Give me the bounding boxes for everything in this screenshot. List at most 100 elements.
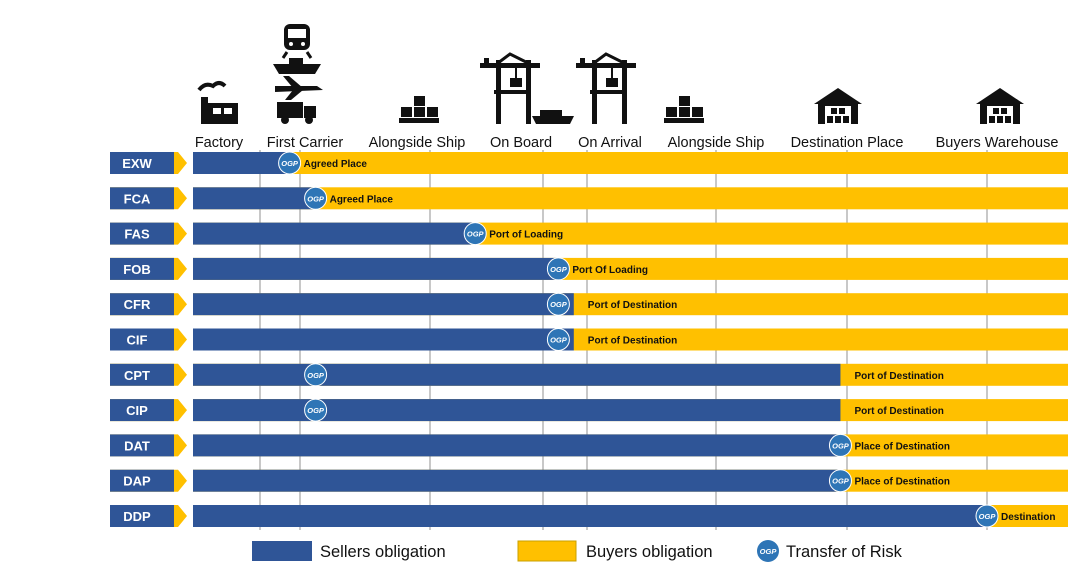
incoterm-code: CPT xyxy=(124,368,150,383)
seller-bar xyxy=(193,152,290,174)
code-box xyxy=(110,222,174,245)
incoterm-code: DDP xyxy=(123,509,151,524)
badge-text: OGP xyxy=(281,159,299,168)
incoterm-row: FCA OGP Agreed Place xyxy=(110,186,1068,210)
transfer-of-risk-badge: OGP xyxy=(546,328,570,351)
incoterm-row: FAS OGP Port of Loading xyxy=(110,222,1068,246)
badge-text: OGP xyxy=(979,512,997,521)
stage-header: Alongside Ship xyxy=(369,135,466,151)
seller-bar xyxy=(193,469,841,492)
delivery-place: Place of Destination xyxy=(854,441,950,452)
incoterm-code: CIP xyxy=(126,403,148,418)
code-box xyxy=(110,152,174,174)
legend-risk-badge: OGP xyxy=(757,540,779,562)
badge-text: OGP xyxy=(307,371,325,380)
code-box xyxy=(110,505,174,527)
incoterm-row: DDP OGP Destination xyxy=(110,504,1068,528)
delivery-place: Agreed Place xyxy=(330,194,394,205)
incoterm-row: FOB OGP Port Of Loading xyxy=(110,257,1068,281)
transfer-of-risk-badge: OGP xyxy=(546,292,570,316)
legend-sellers-label: Sellers obligation xyxy=(320,543,446,561)
cargo-boxes-icon xyxy=(664,96,704,123)
buyer-bar xyxy=(193,187,1068,210)
warehouse-icon xyxy=(976,88,1024,124)
stage-icons xyxy=(197,24,1024,124)
transfer-of-risk-badge: OGP xyxy=(304,186,328,210)
badge-text: OGP xyxy=(550,336,568,345)
cargo-boxes-icon xyxy=(399,96,439,123)
incoterm-code: FAS xyxy=(124,227,150,242)
delivery-place: Port of Destination xyxy=(854,406,943,417)
code-box xyxy=(110,328,174,351)
incoterm-code: EXW xyxy=(122,156,152,171)
delivery-place: Destination xyxy=(1001,512,1055,523)
seller-bar xyxy=(193,505,987,527)
factory-icon xyxy=(197,81,238,124)
incoterm-row: CIF OGP Port of Destination xyxy=(110,328,1068,351)
transfer-of-risk-badge: OGP xyxy=(975,504,999,528)
legend: Sellers obligation Buyers obligation OGP Tr… xyxy=(252,540,903,562)
seller-bar xyxy=(193,399,841,422)
incoterm-code: DAT xyxy=(124,438,150,453)
incoterm-row: CFR OGP Port of Destination xyxy=(110,292,1068,316)
seller-bar xyxy=(193,222,476,245)
delivery-place: Port Of Loading xyxy=(572,265,648,276)
crane-ship-icon xyxy=(480,52,574,124)
code-box xyxy=(110,187,174,210)
seller-bar xyxy=(193,293,574,316)
stage-header: Destination Place xyxy=(791,135,904,151)
badge-text: OGP xyxy=(760,547,778,556)
badge-text: OGP xyxy=(550,300,568,309)
badge-text: OGP xyxy=(467,230,485,239)
seller-bar xyxy=(193,257,559,280)
code-box xyxy=(110,399,174,422)
badge-text: OGP xyxy=(832,477,850,486)
train-ship-plane-truck-icon xyxy=(273,24,323,124)
incoterm-code: CFR xyxy=(124,297,151,312)
delivery-place: Port of Destination xyxy=(588,300,677,311)
transfer-of-risk-badge: OGP xyxy=(463,222,487,246)
delivery-place: Port of Loading xyxy=(489,230,563,241)
crane-icon xyxy=(576,52,636,124)
transfer-of-risk-badge: OGP xyxy=(828,469,852,493)
incoterm-code: FCA xyxy=(124,191,151,206)
transfer-of-risk-badge: OGP xyxy=(828,433,852,457)
code-box xyxy=(110,469,174,492)
code-box xyxy=(110,293,174,316)
transfer-of-risk-badge: OGP xyxy=(304,363,328,387)
stage-header: Alongside Ship xyxy=(668,135,765,151)
stage-header: Factory xyxy=(195,135,244,151)
incoterm-row: EXW OGP Agreed Place xyxy=(110,151,1068,175)
code-box xyxy=(110,257,174,280)
badge-text: OGP xyxy=(307,406,325,415)
incoterm-row: CPT OGP Port of Destination xyxy=(110,363,1068,387)
seller-bar xyxy=(193,363,841,386)
badge-text: OGP xyxy=(832,441,850,450)
transfer-of-risk-badge: OGP xyxy=(546,257,570,281)
incoterm-rows: EXW OGP Agreed Place FCA OGP Agreed Place FAS O… xyxy=(110,151,1068,528)
stage-header: On Arrival xyxy=(578,135,642,151)
stage-header: First Carrier xyxy=(267,135,344,151)
legend-buyer-swatch xyxy=(517,540,577,562)
incoterm-code: DAP xyxy=(123,474,151,489)
delivery-place: Place of Destination xyxy=(854,477,950,488)
seller-bar xyxy=(193,434,841,457)
badge-text: OGP xyxy=(550,265,568,274)
badge-text: OGP xyxy=(307,194,325,203)
delivery-place: Agreed Place xyxy=(304,159,368,170)
seller-bar xyxy=(193,328,574,351)
stage-header: Buyers Warehouse xyxy=(936,135,1059,151)
incoterm-code: CIF xyxy=(127,333,148,348)
warehouse-icon xyxy=(814,88,862,124)
legend-risk-label: Transfer of Risk xyxy=(786,543,903,561)
legend-buyers-label: Buyers obligation xyxy=(586,543,713,561)
transfer-of-risk-badge: OGP xyxy=(278,151,302,175)
legend-seller-swatch xyxy=(252,541,312,561)
seller-bar xyxy=(193,187,316,210)
transfer-of-risk-badge: OGP xyxy=(304,398,328,422)
stage-header: On Board xyxy=(490,135,552,151)
incoterm-row: DAP OGP Place of Destination xyxy=(110,469,1068,493)
incoterm-row: DAT OGP Place of Destination xyxy=(110,433,1068,457)
